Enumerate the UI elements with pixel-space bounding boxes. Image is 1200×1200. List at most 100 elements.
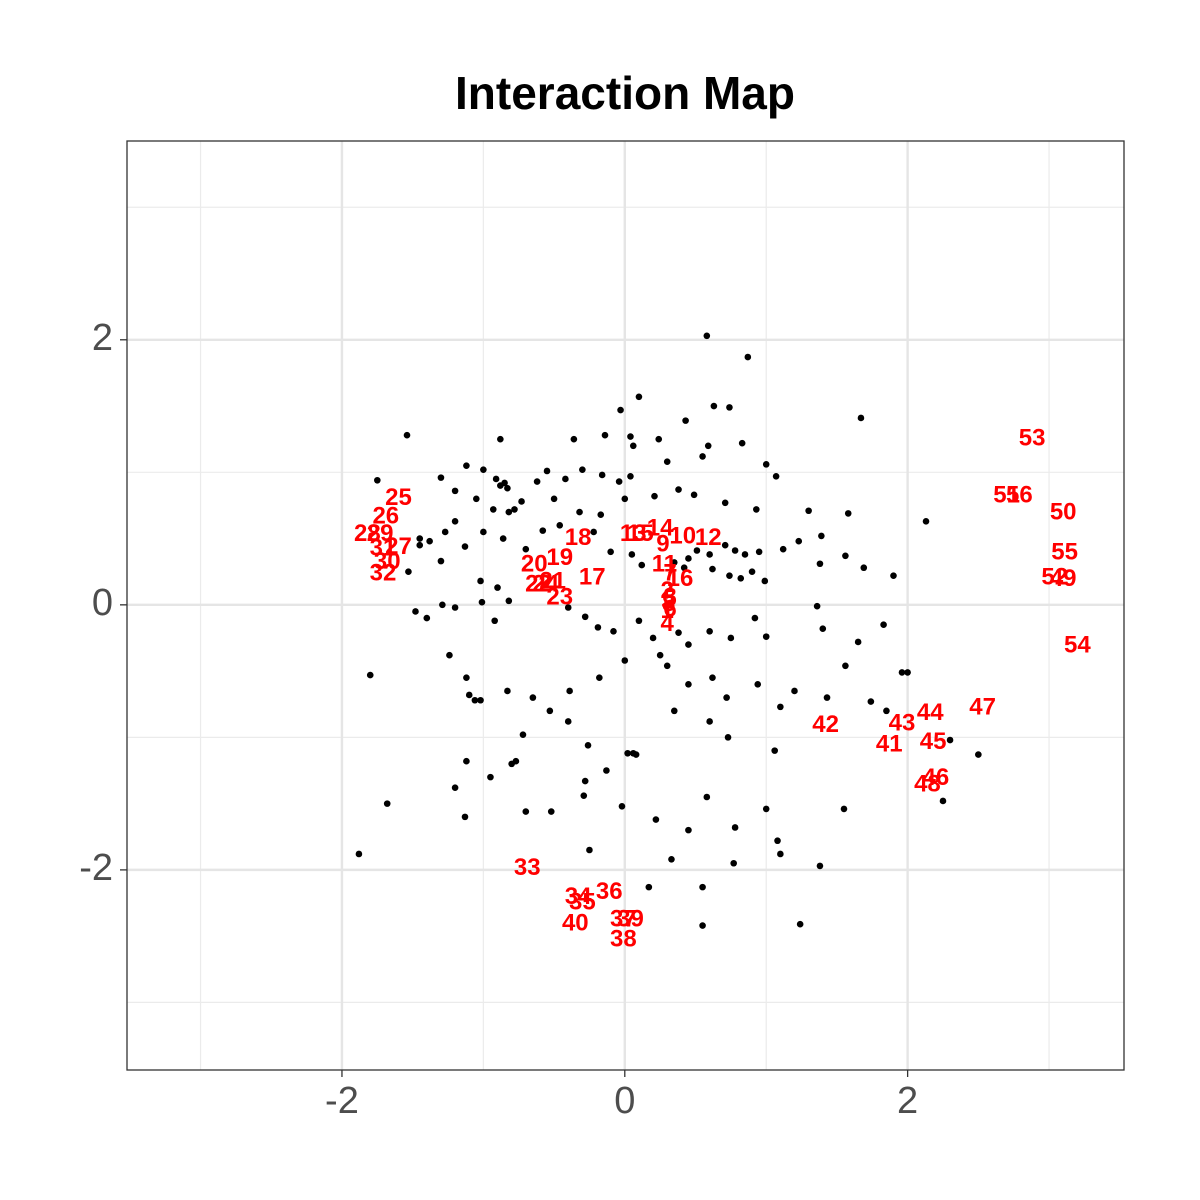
point — [461, 813, 469, 821]
point — [710, 402, 718, 410]
point — [426, 537, 433, 545]
point — [816, 560, 824, 568]
point — [738, 439, 746, 447]
point — [706, 551, 713, 558]
point-label: 54 — [1064, 631, 1091, 658]
point-label: 40 — [562, 910, 589, 937]
point-label: 33 — [514, 854, 541, 881]
point — [860, 564, 868, 572]
point-label: 27 — [385, 533, 412, 560]
point — [416, 535, 424, 542]
point — [663, 458, 671, 466]
point — [652, 816, 660, 823]
point-label: 30 — [374, 548, 401, 575]
point — [621, 657, 629, 664]
point-label: 20 — [521, 550, 548, 577]
point — [649, 634, 657, 642]
point — [703, 793, 711, 801]
point — [533, 478, 541, 485]
point-label: 9 — [656, 531, 669, 558]
point — [504, 687, 511, 695]
point — [823, 694, 831, 701]
point — [699, 453, 706, 460]
point-label: 35 — [569, 888, 596, 915]
point — [590, 528, 597, 536]
point-label: 43 — [889, 709, 916, 736]
point — [772, 472, 780, 480]
point — [635, 617, 643, 625]
point — [437, 557, 445, 565]
point — [355, 850, 363, 858]
point — [437, 474, 445, 481]
point — [651, 492, 658, 500]
point — [813, 602, 821, 610]
point — [607, 548, 614, 556]
point — [547, 808, 555, 815]
point — [601, 431, 609, 439]
point — [598, 471, 606, 479]
point — [480, 466, 487, 473]
point — [463, 757, 470, 765]
point — [791, 687, 798, 695]
point-label: 18 — [565, 524, 592, 551]
point — [374, 476, 381, 484]
point-label: 31 — [370, 535, 397, 562]
point-label: 50 — [1050, 499, 1077, 526]
point — [670, 559, 678, 566]
point — [857, 414, 865, 422]
point-label: 7 — [663, 560, 676, 587]
point — [731, 547, 739, 554]
point — [439, 601, 446, 609]
point — [451, 784, 459, 792]
point — [628, 551, 636, 558]
x-tick-label: -2 — [325, 1080, 359, 1122]
point — [867, 698, 875, 705]
point-label: 53 — [1019, 425, 1046, 452]
point-label: 37 — [610, 906, 637, 933]
point — [441, 528, 449, 536]
point — [478, 598, 486, 606]
point — [726, 404, 733, 411]
point — [690, 491, 698, 499]
point — [499, 535, 507, 542]
point-label: 3 — [663, 584, 676, 611]
point — [721, 541, 729, 549]
point — [741, 551, 749, 558]
point — [737, 575, 745, 582]
point — [627, 472, 634, 480]
point-label: 19 — [546, 544, 573, 571]
point — [670, 707, 678, 715]
point-label: 29 — [367, 520, 394, 547]
point-label: 15 — [627, 520, 654, 547]
point — [840, 805, 848, 813]
point — [685, 681, 692, 688]
point-label: 36 — [596, 878, 623, 905]
point — [762, 461, 770, 468]
point-label: 49 — [1050, 565, 1077, 592]
point — [975, 751, 982, 758]
point — [512, 757, 520, 765]
point — [753, 506, 760, 513]
point — [463, 462, 470, 469]
point-label: 5 — [663, 585, 676, 612]
point — [754, 681, 762, 688]
point — [946, 736, 954, 744]
point — [446, 651, 453, 659]
point-label: 4 — [661, 610, 675, 637]
point — [451, 487, 459, 495]
point — [675, 486, 682, 493]
point — [615, 478, 623, 485]
point-label: 45 — [920, 728, 947, 755]
point — [543, 467, 551, 475]
point — [617, 406, 624, 414]
point-label: 32 — [370, 560, 397, 587]
point — [675, 629, 682, 636]
point — [505, 597, 513, 605]
point-label: 10 — [669, 523, 696, 550]
point — [597, 511, 605, 519]
point — [412, 608, 419, 615]
point-label: 28 — [354, 520, 381, 547]
point-label: 8 — [662, 590, 675, 617]
point — [703, 332, 711, 340]
